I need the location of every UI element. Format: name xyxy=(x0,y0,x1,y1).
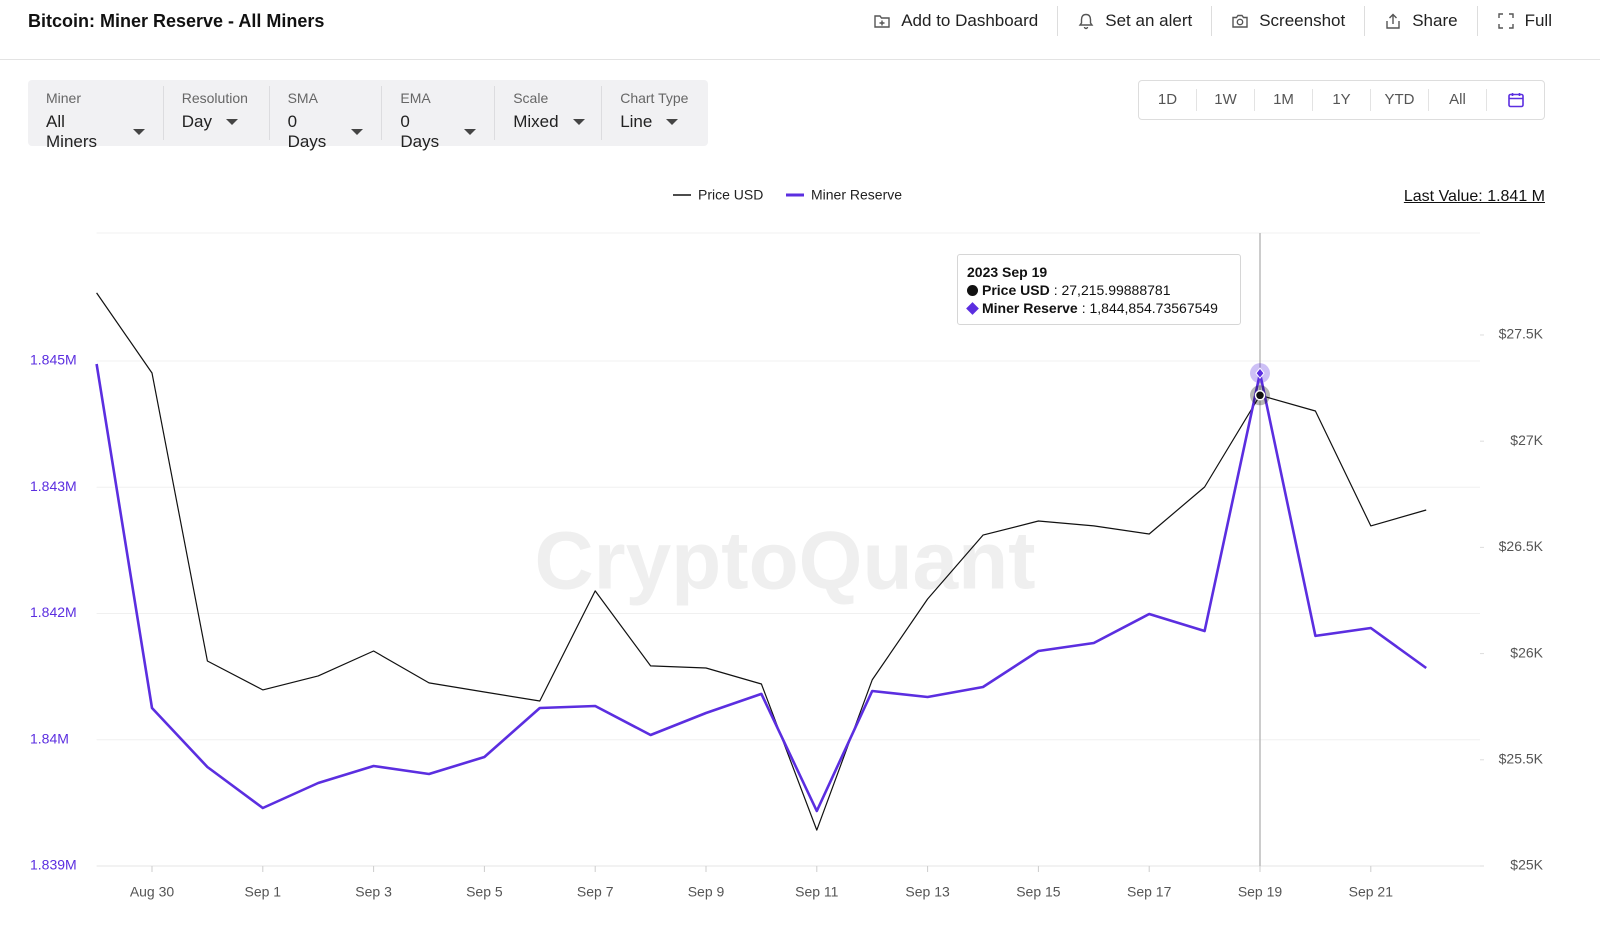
page-title: Bitcoin: Miner Reserve - All Miners xyxy=(28,11,325,31)
control-label: EMA xyxy=(400,90,431,106)
series-line xyxy=(95,363,1427,813)
icon xyxy=(1497,13,1514,29)
tooltip-name: Price USD xyxy=(982,282,1050,298)
control[interactable]: SMA 0 Days xyxy=(268,86,382,151)
control-label: Scale xyxy=(513,90,549,106)
series-line xyxy=(96,292,1427,831)
x-tick-label: Sep 5 xyxy=(466,884,503,900)
control-value: 0 Days xyxy=(287,112,327,151)
watermark: CryptoQuant xyxy=(534,516,1035,607)
controls: Miner All Miners Resolution Day SMA 0 Days … xyxy=(28,80,708,151)
fullscreen[interactable]: Full xyxy=(1476,6,1552,36)
last-value[interactable]: Last Value: 1.841 M xyxy=(1403,188,1545,205)
x-tick-label: Sep 9 xyxy=(688,884,725,900)
control[interactable]: Scale Mixed xyxy=(494,86,601,140)
action-label: Full xyxy=(1524,11,1552,30)
hover-point xyxy=(1254,390,1266,401)
y2-tick-label: $26K xyxy=(1510,644,1543,660)
y-tick-label: 1.843M xyxy=(30,478,77,494)
icon xyxy=(1232,14,1248,28)
icon xyxy=(874,15,890,28)
add-to-dashboard[interactable]: Add to Dashboard xyxy=(854,6,1057,36)
x-tick-label: Sep 7 xyxy=(577,884,614,900)
y2-tick-label: $27.5K xyxy=(1499,326,1544,342)
action-label: Add to Dashboard xyxy=(901,11,1039,30)
y2-tick-label: $26.5K xyxy=(1499,538,1544,554)
screenshot[interactable]: Screenshot xyxy=(1211,6,1364,36)
y-tick-label: 1.84M xyxy=(30,730,69,746)
control-value: All Miners xyxy=(46,112,98,151)
y2-tick-label: $27K xyxy=(1510,432,1543,448)
icon xyxy=(1078,13,1094,30)
icon xyxy=(1507,93,1524,108)
range-button[interactable]: 1D xyxy=(1139,89,1197,111)
x-tick-label: Sep 21 xyxy=(1349,884,1394,900)
control-value: 0 Days xyxy=(400,112,440,151)
legend-label: Miner Reserve xyxy=(811,187,902,203)
hover-point xyxy=(1255,367,1265,379)
y2-tick-label: $25.5K xyxy=(1499,750,1544,766)
control-label: Miner xyxy=(46,90,82,106)
share[interactable]: Share xyxy=(1364,6,1476,36)
y-tick-label: 1.842M xyxy=(30,604,77,620)
set-alert[interactable]: Set an alert xyxy=(1057,6,1211,36)
control-label: SMA xyxy=(287,90,318,106)
calendar-button[interactable] xyxy=(1487,91,1544,109)
x-tick-label: Sep 15 xyxy=(1016,884,1061,900)
action-label: Set an alert xyxy=(1105,11,1193,30)
header: Bitcoin: Miner Reserve - All Miners Add … xyxy=(0,0,1600,60)
control[interactable]: Resolution Day xyxy=(162,86,269,140)
tooltip-value: 1,844,854.73567549 xyxy=(1082,299,1218,317)
tooltip-value: 27,215.99888781 xyxy=(1054,281,1170,299)
control[interactable]: Chart Type Line xyxy=(601,86,708,140)
control[interactable]: EMA 0 Days xyxy=(381,86,494,151)
y-tick-label: 1.845M xyxy=(30,352,77,368)
control-label: Chart Type xyxy=(620,90,689,106)
control[interactable]: Miner All Miners xyxy=(28,86,163,151)
y2-tick-label: $25K xyxy=(1510,857,1543,873)
tooltip-title: 2023 Sep 19 xyxy=(967,264,1048,280)
range-button[interactable]: YTD xyxy=(1371,89,1429,111)
action-label: Share xyxy=(1412,11,1458,30)
x-tick-label: Sep 3 xyxy=(355,884,392,900)
control-value: Mixed xyxy=(513,112,559,131)
x-tick-label: Aug 30 xyxy=(130,884,175,900)
control-value: Day xyxy=(181,112,212,131)
x-tick-label: Sep 17 xyxy=(1127,884,1172,900)
range-button[interactable]: 1W xyxy=(1197,89,1255,111)
x-tick-label: Sep 19 xyxy=(1238,884,1283,900)
range-button[interactable]: 1M xyxy=(1255,89,1313,111)
action-label: Screenshot xyxy=(1259,11,1346,30)
x-tick-label: Sep 13 xyxy=(905,884,950,900)
control-value: Line xyxy=(620,112,653,131)
y-tick-label: 1.839M xyxy=(30,857,77,873)
range-button[interactable]: 1Y xyxy=(1313,89,1371,111)
x-tick-label: Sep 1 xyxy=(245,884,282,900)
legend-label: Price USD xyxy=(698,187,763,203)
control-label: Resolution xyxy=(181,90,248,106)
x-tick-label: Sep 11 xyxy=(795,884,839,900)
tooltip: 2023 Sep 19 Price USD27,215.99888781 Min… xyxy=(957,254,1241,325)
range-button[interactable]: All xyxy=(1429,89,1487,111)
actions: Add to Dashboard Set an alert Screenshot… xyxy=(854,0,1552,42)
icon xyxy=(1386,13,1400,29)
tooltip-name: Miner Reserve xyxy=(982,300,1078,316)
range-selector: 1D 1W 1M 1Y YTD All xyxy=(1138,80,1545,120)
